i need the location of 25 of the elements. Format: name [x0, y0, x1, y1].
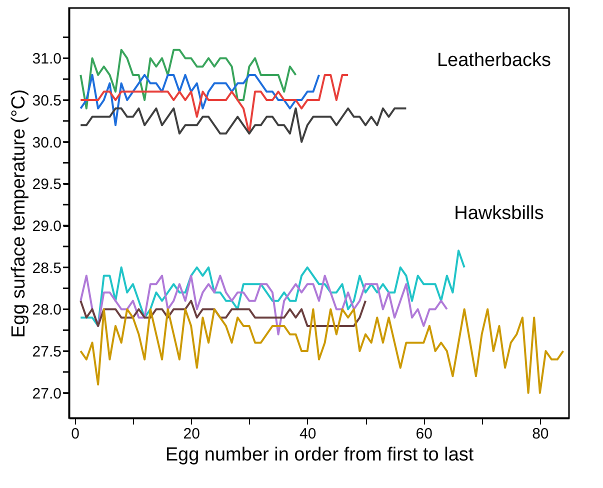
annotation: Leatherbacks	[436, 50, 552, 71]
y-tick-label: 29.5	[32, 176, 62, 194]
x-tick-label: 40	[300, 426, 316, 442]
y-tick-label: 29.0	[32, 218, 62, 236]
x-tick-label: 60	[416, 426, 432, 442]
y-axis-title: Egg surface temperature (°C)	[8, 89, 30, 338]
y-tick-label: 30.0	[32, 134, 62, 152]
line-series	[80, 274, 448, 336]
line-series	[80, 48, 297, 110]
y-tick-label: 27.5	[32, 344, 62, 361]
y-tick-label: 31.0	[32, 50, 62, 68]
line-series	[80, 107, 408, 143]
x-tick-label: 80	[532, 426, 549, 442]
line-series	[80, 250, 466, 327]
x-tick-label: 20	[183, 426, 200, 442]
line-series	[80, 74, 320, 126]
y-tick-label: 28.5	[32, 260, 62, 277]
x-axis-title: Egg number in order from first to last	[165, 444, 474, 466]
line-series	[80, 300, 367, 327]
x-tick-label: 0	[71, 426, 80, 442]
y-tick-label: 28.0	[32, 302, 62, 319]
y-tick-label: 27.0	[32, 385, 62, 402]
y-tick-label: 30.5	[32, 92, 62, 110]
line-series	[80, 308, 564, 394]
annotation: Hawksbills	[454, 203, 544, 224]
